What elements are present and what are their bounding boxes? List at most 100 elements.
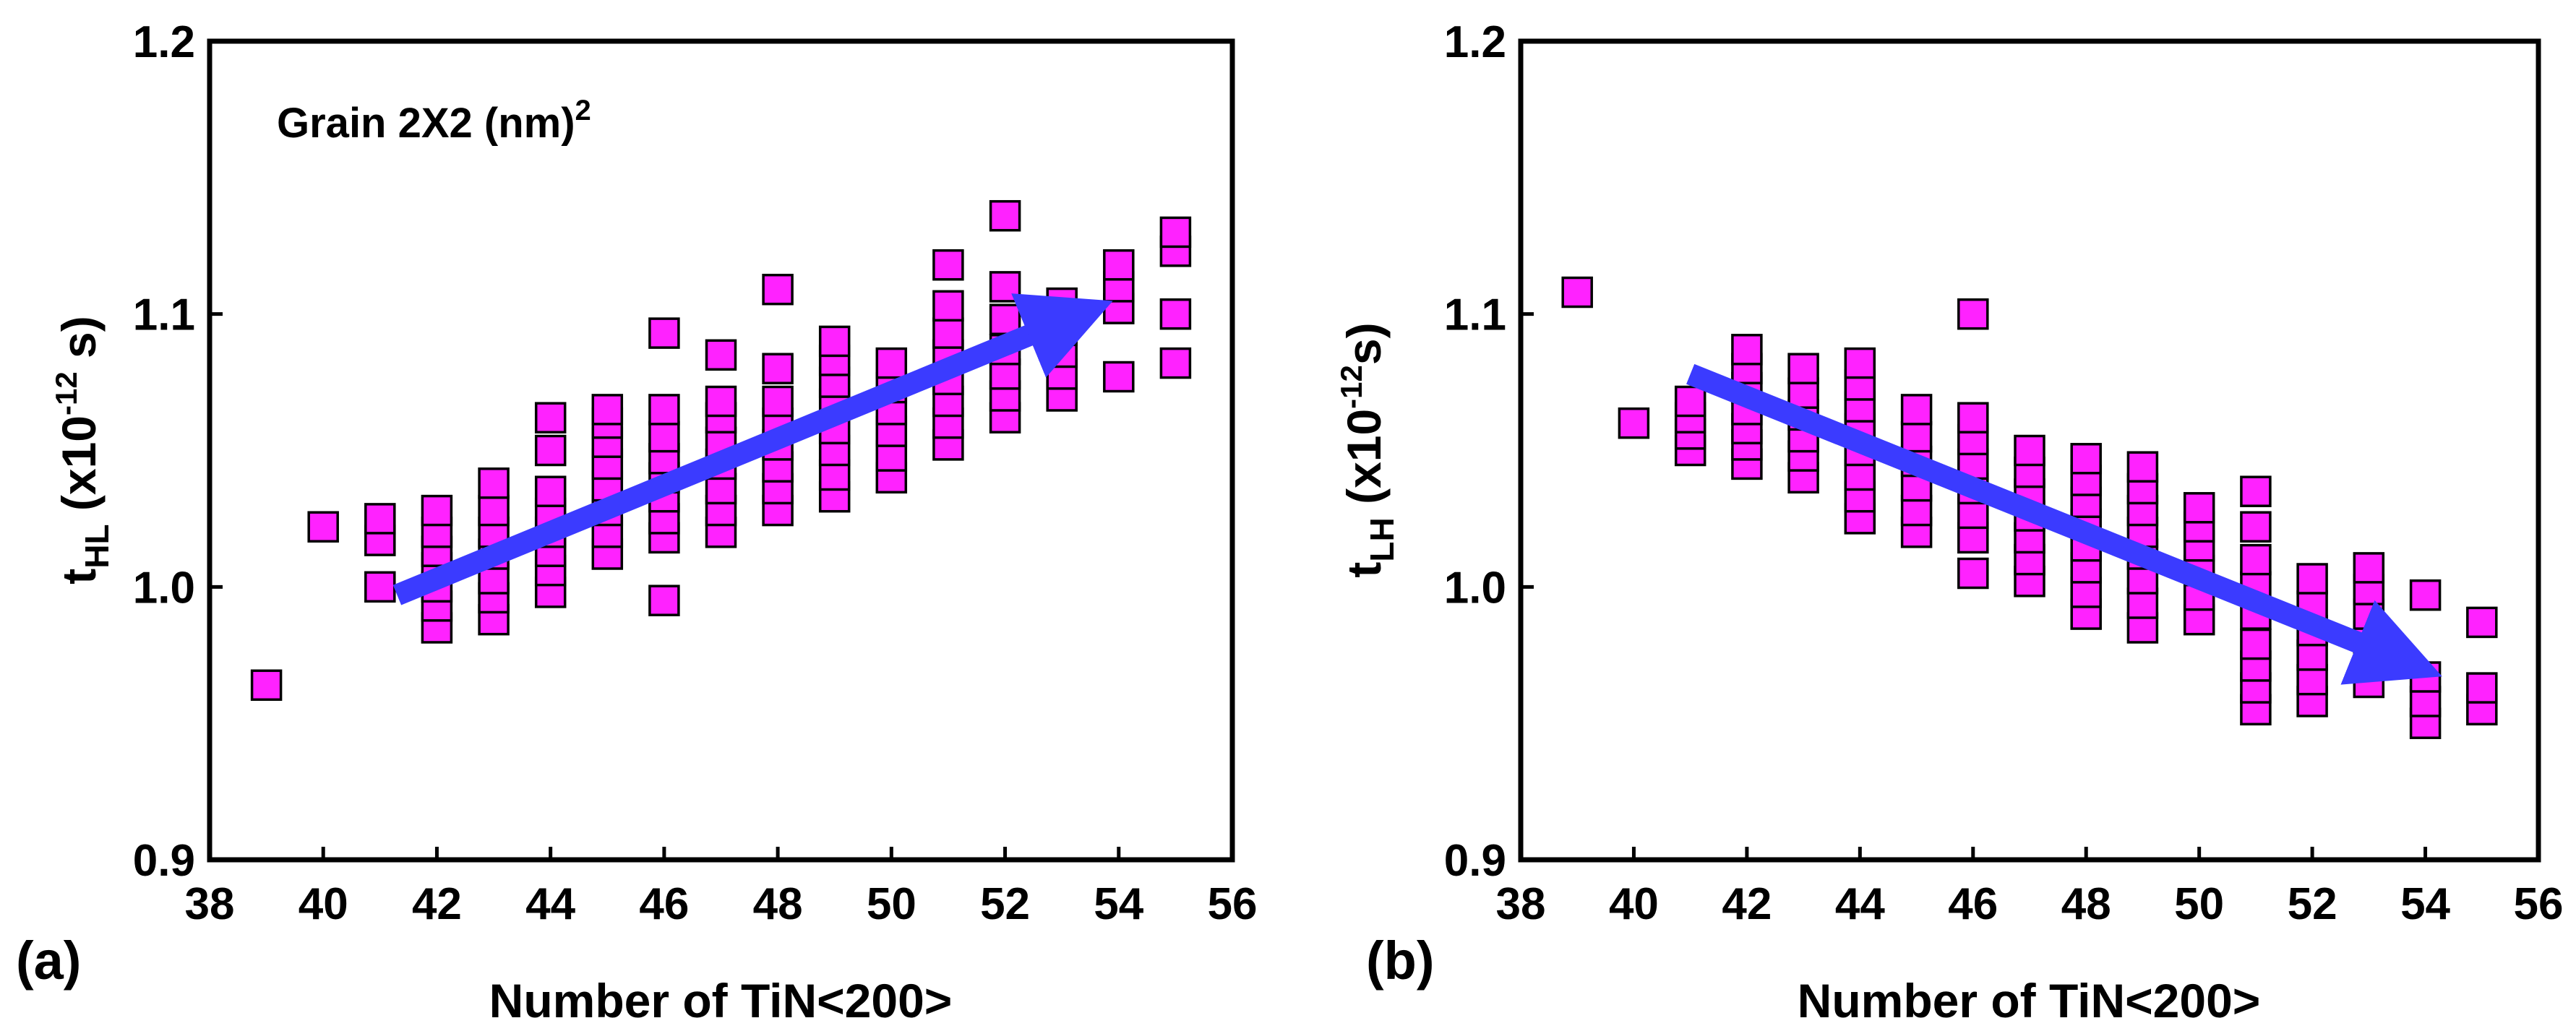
data-point-a-2: [364, 571, 396, 603]
x-tick-labels-a: 38 40 42 44 46 48 50 52 54 56: [185, 879, 1258, 929]
data-point-a-99: [1159, 298, 1192, 330]
plot-frame-a: [207, 38, 1235, 863]
x-tick-label-a-0: 38: [185, 879, 235, 929]
y-tick-label-b-1: 1.0: [1444, 563, 1506, 613]
data-point-a-41: [648, 420, 680, 453]
data-point-b-33: [1957, 557, 1989, 590]
plot-frame-b: [1518, 38, 2541, 863]
data-point-b-76: [2240, 543, 2272, 576]
data-point-a-35: [648, 584, 680, 616]
data-point-b-40: [1957, 298, 1989, 330]
x-tick-label-b-1: 40: [1609, 879, 1659, 929]
trend-arrow-b: [1686, 363, 2442, 685]
x-tick-label-a-7: 52: [980, 879, 1030, 929]
data-point-b-12: [1731, 334, 1763, 366]
trend-arrow-a: [392, 293, 1113, 605]
data-point-b-47: [2014, 434, 2045, 467]
data-point-a-4: [364, 503, 396, 535]
data-point-b-73: [2240, 628, 2272, 660]
y-tick-labels-b: 0.9 1.0 1.1 1.2: [1444, 17, 1506, 886]
y-tick-label-a-0: 0.9: [133, 836, 195, 886]
annotation-grain: Grain 2X2 (nm)2: [277, 95, 591, 147]
data-point-a-11: [421, 494, 453, 527]
y-tick-label-a-2: 1.1: [133, 290, 195, 340]
x-tick-label-b-5: 48: [2061, 879, 2111, 929]
x-tick-label-a-9: 56: [1208, 879, 1258, 929]
x-tick-labels-b: 38 40 42 44 46 48 50 52 54 56: [1496, 879, 2564, 929]
data-point-a-93: [1046, 287, 1078, 319]
data-point-a-57: [762, 385, 794, 418]
data-point-a-18: [478, 467, 510, 499]
data-point-b-39: [1957, 402, 1989, 433]
data-point-a-1: [307, 511, 339, 543]
data-point-a-94: [1103, 361, 1135, 393]
data-point-b-55: [2070, 443, 2102, 475]
x-tick-label-b-0: 38: [1496, 879, 1546, 929]
data-point-b-31: [1900, 420, 1933, 453]
x-tick-label-b-4: 46: [1948, 879, 1998, 929]
x-axis-title-b: Number of TiN<200>: [1798, 974, 2261, 1027]
x-tick-label-b-8: 54: [2400, 879, 2450, 929]
data-point-b-77: [2240, 511, 2272, 543]
x-axis-title-a: Number of TiN<200>: [489, 974, 953, 1027]
y-tick-label-b-2: 1.1: [1444, 290, 1506, 340]
data-point-a-50: [705, 385, 737, 418]
data-point-a-25: [534, 434, 567, 467]
data-point-a-42: [648, 394, 680, 426]
x-tick-label-a-6: 50: [867, 879, 916, 929]
data-point-a-26: [534, 402, 567, 433]
x-tick-label-b-9: 56: [2514, 879, 2564, 929]
chart-panel-a: 38 40 42 44 46 48 50 52 54 56 0.9 1.0 1.1 1.2 Grain …: [16, 17, 1257, 1027]
data-point-b-94: [2409, 579, 2442, 611]
data-point-b-1: [1618, 407, 1650, 439]
data-point-b-96: [2466, 672, 2498, 704]
data-point-a-101: [1159, 216, 1192, 249]
data-point-b-69: [2183, 492, 2215, 524]
data-point-b-18: [1787, 353, 1819, 384]
data-point-a-24: [534, 475, 567, 507]
chart-panel-b: 38 40 42 44 46 48 50 52 54 56 0.9 1.0 1.1 1.2 Number…: [1334, 17, 2563, 1027]
x-tick-label-a-5: 48: [753, 879, 803, 929]
data-point-a-97: [1103, 249, 1135, 281]
data-point-a-0: [250, 669, 283, 702]
y-tick-label-a-1: 1.0: [133, 563, 195, 613]
data-point-b-78: [2240, 475, 2272, 507]
data-point-b-93: [2409, 661, 2442, 693]
data-point-b-97: [2466, 606, 2498, 639]
x-tick-label-a-4: 46: [639, 879, 689, 929]
x-tick-label-a-1: 40: [299, 879, 348, 929]
data-point-a-58: [762, 353, 794, 384]
data-point-a-34: [591, 394, 624, 426]
y-tick-label-b-0: 0.9: [1444, 836, 1506, 886]
data-point-a-98: [1159, 347, 1192, 379]
y-axis-title-b: tLH (x10-12s): [1334, 322, 1401, 577]
x-tick-label-b-2: 42: [1722, 879, 1772, 929]
data-point-b-5: [1674, 385, 1706, 418]
data-point-b-32: [1900, 394, 1933, 426]
y-tick-label-b-3: 1.2: [1444, 17, 1506, 67]
x-tick-label-a-8: 54: [1094, 879, 1143, 929]
data-point-b-90: [2353, 552, 2385, 584]
y-tick-label-a-3: 1.2: [133, 17, 195, 67]
data-point-b-84: [2296, 563, 2328, 595]
panel-label-a: (a): [16, 931, 81, 991]
data-point-a-81: [932, 249, 964, 281]
y-axis-title-a: tHL (x10-12 s): [49, 316, 116, 584]
data-point-a-88: [989, 199, 1021, 232]
data-point-a-87: [989, 271, 1021, 303]
axis-ticks-b: [1519, 39, 2541, 862]
data-point-a-80: [932, 290, 964, 322]
data-point-a-67: [818, 325, 851, 358]
data-point-a-17: [478, 494, 510, 527]
x-tick-label-a-3: 44: [525, 879, 575, 929]
data-point-b-0: [1561, 276, 1593, 309]
x-tick-label-b-3: 44: [1835, 879, 1885, 929]
x-tick-label-b-7: 52: [2288, 879, 2337, 929]
y-tick-labels-a: 0.9 1.0 1.1 1.2: [133, 17, 195, 886]
x-tick-label-a-2: 42: [412, 879, 462, 929]
data-point-a-79: [932, 317, 964, 349]
axis-ticks-a: [207, 39, 1235, 862]
data-point-b-63: [2126, 451, 2159, 483]
data-point-b-26: [1844, 347, 1876, 379]
